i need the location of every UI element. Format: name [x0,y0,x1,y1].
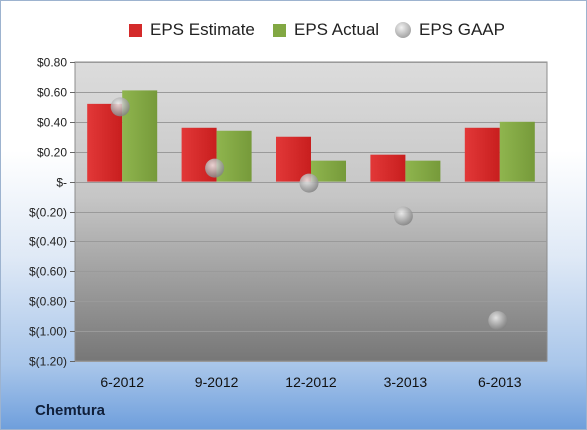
legend-label-estimate: EPS Estimate [150,20,255,39]
point-eps-gaap [393,206,413,226]
y-tick-label: $0.60 [37,86,67,100]
legend-label-actual: EPS Actual [294,20,380,39]
bar-eps-estimate [464,127,500,182]
x-tick-label: 9-2012 [195,374,239,390]
x-tick-label: 6-2013 [478,374,522,390]
y-tick-label: $0.20 [37,146,67,160]
bar-eps-estimate [276,136,311,182]
legend-item-estimate: EPS Estimate [129,17,255,43]
company-name: Chemtura [35,402,106,419]
legend-swatch-actual [273,23,286,37]
y-tick-label: $(1.20) [29,355,67,369]
x-tick-label: 3-2013 [384,374,428,390]
y-tick-label: $0.80 [37,56,67,70]
legend-item-actual: EPS Actual [273,17,379,43]
y-tick-label: $0.40 [37,116,67,130]
y-tick-label: $(1.00) [29,325,67,339]
bar-eps-actual [405,160,441,182]
legend-swatch-estimate [129,23,142,37]
bar-eps-estimate [370,154,406,182]
point-eps-gaap [299,173,319,193]
legend-marker-gaap [395,22,411,38]
legend: EPS Estimate EPS Actual EPS GAAP [1,17,586,43]
y-tick-label: $(0.40) [29,235,67,249]
point-eps-gaap [205,158,225,178]
legend-label-gaap: EPS GAAP [419,20,505,39]
point-eps-gaap [110,97,130,117]
bar-eps-actual [499,121,535,182]
bar-eps-estimate [87,103,123,182]
y-tick-label: $(0.60) [29,265,67,279]
y-tick-label: $(0.20) [29,206,67,220]
y-tick-label: $- [56,176,67,190]
legend-item-gaap: EPS GAAP [395,17,505,43]
point-eps-gaap [488,311,508,331]
bar-eps-actual [311,160,346,182]
y-tick-label: $(0.80) [29,295,67,309]
x-tick-label: 6-2012 [100,374,144,390]
x-tick-label: 12-2012 [285,374,337,390]
